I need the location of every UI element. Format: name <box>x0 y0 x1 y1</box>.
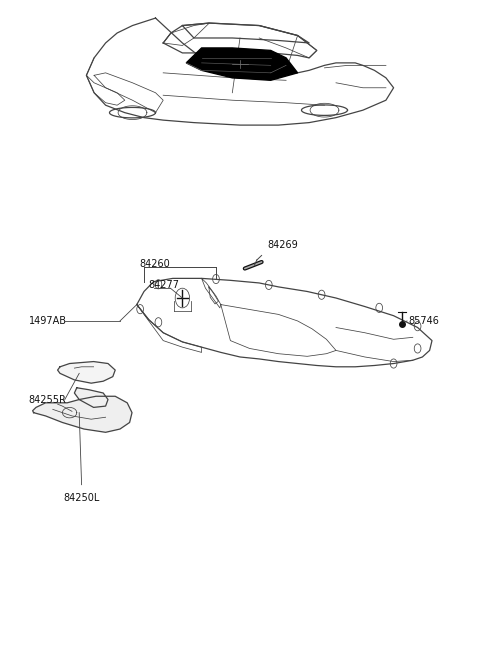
Text: 84250L: 84250L <box>63 493 100 502</box>
Polygon shape <box>74 388 108 407</box>
Polygon shape <box>33 396 132 432</box>
Text: 84277: 84277 <box>149 280 180 290</box>
Text: 84255R: 84255R <box>29 394 67 405</box>
Polygon shape <box>58 362 115 383</box>
Text: 85746: 85746 <box>408 316 439 326</box>
Polygon shape <box>186 48 298 81</box>
Text: 1497AB: 1497AB <box>29 316 67 326</box>
Text: 84269: 84269 <box>268 240 299 250</box>
Text: 84260: 84260 <box>139 259 170 269</box>
